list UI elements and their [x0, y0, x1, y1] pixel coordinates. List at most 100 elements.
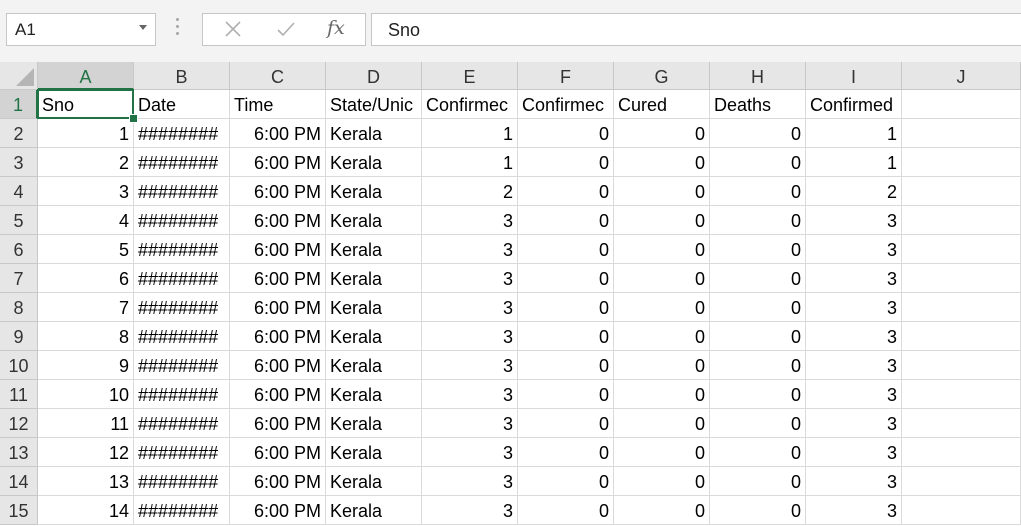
- cell-b5[interactable]: ########: [134, 206, 230, 235]
- cell-a7[interactable]: 6: [38, 264, 134, 293]
- cell-g12[interactable]: 0: [614, 409, 710, 438]
- cell-j3[interactable]: [902, 148, 1021, 177]
- cell-e6[interactable]: 3: [422, 235, 518, 264]
- cell-a13[interactable]: 12: [38, 438, 134, 467]
- column-header-g[interactable]: G: [614, 62, 710, 90]
- cell-e15[interactable]: 3: [422, 496, 518, 525]
- cell-f9[interactable]: 0: [518, 322, 614, 351]
- insert-function-button[interactable]: fx: [327, 17, 345, 39]
- cell-h14[interactable]: 0: [710, 467, 806, 496]
- cell-g11[interactable]: 0: [614, 380, 710, 409]
- cell-a6[interactable]: 5: [38, 235, 134, 264]
- cell-j10[interactable]: [902, 351, 1021, 380]
- cell-h12[interactable]: 0: [710, 409, 806, 438]
- cell-i11[interactable]: 3: [806, 380, 902, 409]
- cell-d4[interactable]: Kerala: [326, 177, 422, 206]
- cell-f11[interactable]: 0: [518, 380, 614, 409]
- cell-d10[interactable]: Kerala: [326, 351, 422, 380]
- cell-b1[interactable]: Date: [134, 90, 230, 119]
- cell-d1[interactable]: State/Unic: [326, 90, 422, 119]
- row-header-7[interactable]: 7: [0, 264, 38, 293]
- cell-e9[interactable]: 3: [422, 322, 518, 351]
- cell-f7[interactable]: 0: [518, 264, 614, 293]
- cell-e13[interactable]: 3: [422, 438, 518, 467]
- row-header-15[interactable]: 15: [0, 496, 38, 525]
- cell-e12[interactable]: 3: [422, 409, 518, 438]
- cell-b9[interactable]: ########: [134, 322, 230, 351]
- cell-i2[interactable]: 1: [806, 119, 902, 148]
- check-icon[interactable]: [261, 14, 311, 45]
- cell-d15[interactable]: Kerala: [326, 496, 422, 525]
- cell-e10[interactable]: 3: [422, 351, 518, 380]
- cell-g6[interactable]: 0: [614, 235, 710, 264]
- cell-i1[interactable]: Confirmed: [806, 90, 902, 119]
- cell-g1[interactable]: Cured: [614, 90, 710, 119]
- cell-f5[interactable]: 0: [518, 206, 614, 235]
- column-header-j[interactable]: J: [902, 62, 1021, 90]
- cell-c11[interactable]: 6:00 PM: [230, 380, 326, 409]
- cell-c10[interactable]: 6:00 PM: [230, 351, 326, 380]
- column-header-f[interactable]: F: [518, 62, 614, 90]
- row-header-3[interactable]: 3: [0, 148, 38, 177]
- cell-f3[interactable]: 0: [518, 148, 614, 177]
- cell-e14[interactable]: 3: [422, 467, 518, 496]
- cell-b13[interactable]: ########: [134, 438, 230, 467]
- cell-i13[interactable]: 3: [806, 438, 902, 467]
- cell-c9[interactable]: 6:00 PM: [230, 322, 326, 351]
- cell-c15[interactable]: 6:00 PM: [230, 496, 326, 525]
- cell-a3[interactable]: 2: [38, 148, 134, 177]
- cell-i7[interactable]: 3: [806, 264, 902, 293]
- cell-h11[interactable]: 0: [710, 380, 806, 409]
- cell-a9[interactable]: 8: [38, 322, 134, 351]
- cell-h7[interactable]: 0: [710, 264, 806, 293]
- cell-j11[interactable]: [902, 380, 1021, 409]
- cell-d14[interactable]: Kerala: [326, 467, 422, 496]
- cell-d13[interactable]: Kerala: [326, 438, 422, 467]
- close-icon[interactable]: [209, 14, 259, 45]
- cell-i9[interactable]: 3: [806, 322, 902, 351]
- cell-d7[interactable]: Kerala: [326, 264, 422, 293]
- column-header-b[interactable]: B: [134, 62, 230, 90]
- cell-g2[interactable]: 0: [614, 119, 710, 148]
- cell-e8[interactable]: 3: [422, 293, 518, 322]
- cell-a15[interactable]: 14: [38, 496, 134, 525]
- cell-f8[interactable]: 0: [518, 293, 614, 322]
- cell-f10[interactable]: 0: [518, 351, 614, 380]
- cell-e2[interactable]: 1: [422, 119, 518, 148]
- cell-h5[interactable]: 0: [710, 206, 806, 235]
- cell-i5[interactable]: 3: [806, 206, 902, 235]
- cell-j15[interactable]: [902, 496, 1021, 525]
- cell-b7[interactable]: ########: [134, 264, 230, 293]
- cell-c2[interactable]: 6:00 PM: [230, 119, 326, 148]
- cell-g13[interactable]: 0: [614, 438, 710, 467]
- cell-c1[interactable]: Time: [230, 90, 326, 119]
- cell-a8[interactable]: 7: [38, 293, 134, 322]
- cell-c6[interactable]: 6:00 PM: [230, 235, 326, 264]
- cell-g15[interactable]: 0: [614, 496, 710, 525]
- cell-b15[interactable]: ########: [134, 496, 230, 525]
- cell-j14[interactable]: [902, 467, 1021, 496]
- row-header-5[interactable]: 5: [0, 206, 38, 235]
- cell-f6[interactable]: 0: [518, 235, 614, 264]
- cell-b14[interactable]: ########: [134, 467, 230, 496]
- cell-g4[interactable]: 0: [614, 177, 710, 206]
- cell-i10[interactable]: 3: [806, 351, 902, 380]
- cell-c12[interactable]: 6:00 PM: [230, 409, 326, 438]
- cell-e7[interactable]: 3: [422, 264, 518, 293]
- formula-input[interactable]: Sno: [371, 13, 1021, 46]
- cell-e11[interactable]: 3: [422, 380, 518, 409]
- select-all-button[interactable]: [0, 62, 38, 90]
- column-header-c[interactable]: C: [230, 62, 326, 90]
- cell-h15[interactable]: 0: [710, 496, 806, 525]
- cell-d3[interactable]: Kerala: [326, 148, 422, 177]
- cell-h10[interactable]: 0: [710, 351, 806, 380]
- cell-j1[interactable]: [902, 90, 1021, 119]
- cell-a10[interactable]: 9: [38, 351, 134, 380]
- cell-e5[interactable]: 3: [422, 206, 518, 235]
- row-header-1[interactable]: 1: [0, 90, 38, 119]
- cell-j4[interactable]: [902, 177, 1021, 206]
- row-header-10[interactable]: 10: [0, 351, 38, 380]
- row-header-2[interactable]: 2: [0, 119, 38, 148]
- row-header-14[interactable]: 14: [0, 467, 38, 496]
- cell-c3[interactable]: 6:00 PM: [230, 148, 326, 177]
